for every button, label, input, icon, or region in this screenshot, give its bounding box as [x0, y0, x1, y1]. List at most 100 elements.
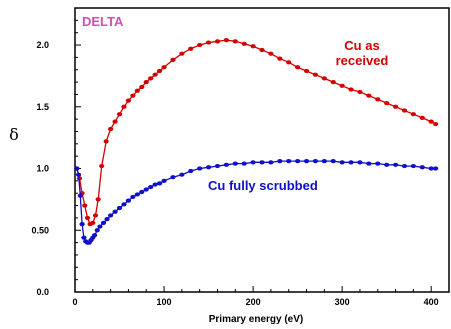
- series-1-point: [108, 213, 114, 218]
- series-1-point: [130, 194, 136, 200]
- series-0-point: [205, 40, 212, 45]
- series-1-point: [161, 178, 167, 183]
- series-1-point: [143, 187, 149, 192]
- y-tick-label: 0.50: [31, 225, 49, 235]
- series-1-point: [384, 162, 390, 167]
- series-0-point: [241, 41, 247, 46]
- series-0-point: [197, 42, 203, 48]
- series-1-point: [81, 235, 87, 240]
- series-0-point: [179, 51, 185, 56]
- series-0-point: [84, 215, 91, 221]
- series-0-point: [232, 39, 238, 44]
- series-0-point: [108, 126, 114, 132]
- series-0-point: [348, 87, 354, 92]
- series-0-point: [428, 119, 434, 124]
- series-1-point: [295, 159, 301, 164]
- series-1-point: [366, 161, 372, 166]
- series-0-point: [223, 38, 229, 43]
- series-1-point: [112, 209, 118, 214]
- series-0-point: [82, 203, 88, 208]
- series-0-point: [170, 57, 176, 62]
- series-1-point: [348, 160, 354, 165]
- series-1-point: [277, 159, 283, 164]
- series-0-point: [92, 213, 99, 218]
- plot-frame: [74, 7, 450, 293]
- series-1-point: [330, 159, 336, 164]
- x-tick-label: 400: [424, 297, 439, 307]
- blue-series-label: Cu fully scrubbed: [208, 178, 318, 193]
- series-0-point: [99, 163, 105, 169]
- series-1-point: [232, 161, 238, 166]
- series-1-point: [100, 220, 107, 225]
- series-1-point: [241, 161, 247, 166]
- series-0-point: [295, 65, 301, 70]
- series-1-point: [75, 172, 82, 177]
- series-0-point: [116, 112, 123, 117]
- series-1-point: [321, 159, 327, 164]
- series-1-point: [188, 168, 194, 174]
- series-1-point: [392, 162, 399, 167]
- x-tick-label: 0: [72, 297, 77, 307]
- series-1-point: [259, 160, 265, 165]
- series-0-point: [401, 108, 408, 113]
- series-1-point: [104, 217, 110, 222]
- series-1-point: [312, 159, 319, 164]
- series-1-point: [152, 182, 158, 187]
- red-series-label-line1: Cu as: [344, 38, 379, 53]
- series-0-point: [268, 51, 274, 56]
- series-1-point: [401, 163, 408, 169]
- series-1-point: [286, 159, 292, 164]
- series-0-point: [277, 56, 283, 61]
- axis-ticks: 0 100 200 300 400 0.0 0.50 1.0 1.5 2.0: [31, 7, 450, 307]
- series-0-point: [134, 88, 140, 93]
- series-1-point: [303, 159, 310, 164]
- series-0-point: [148, 76, 154, 81]
- series-1-point: [121, 202, 127, 207]
- x-tick-label: 100: [157, 297, 172, 307]
- series-1-point: [250, 160, 256, 165]
- series-1-point: [179, 172, 185, 177]
- series-0-point: [143, 79, 149, 85]
- series-0-point: [103, 139, 109, 144]
- series-0-point: [357, 89, 363, 95]
- series-1-point: [77, 193, 83, 198]
- series-1-point: [91, 233, 98, 238]
- series-0-point: [321, 76, 327, 81]
- red-series-label-line2: received: [336, 53, 389, 68]
- series-layer: [74, 38, 439, 245]
- series-0-point: [121, 104, 127, 109]
- series-0-point: [214, 39, 221, 44]
- series-1-point: [197, 166, 203, 171]
- series-1-point: [134, 192, 140, 197]
- series-0-point: [95, 197, 101, 202]
- series-1-point: [74, 166, 80, 171]
- series-1-point: [79, 221, 85, 227]
- series-0-point: [433, 121, 439, 127]
- series-0-point: [112, 119, 118, 124]
- series-0-point: [330, 79, 336, 85]
- x-tick-label: 300: [335, 297, 350, 307]
- series-1-point: [339, 160, 345, 165]
- series-0-point: [419, 115, 425, 120]
- series-0-point: [130, 93, 136, 98]
- series-0-point: [161, 65, 167, 70]
- series-0-point: [410, 112, 416, 117]
- series-1-point: [97, 224, 103, 229]
- series-1-point: [428, 166, 434, 171]
- series-1-point: [156, 181, 163, 186]
- series-1-point: [223, 162, 229, 167]
- series-1-point: [205, 165, 212, 170]
- series-1-point: [214, 163, 221, 169]
- series-0-point: [156, 68, 163, 74]
- x-axis-title: Primary energy (eV): [209, 314, 304, 325]
- series-0-point: [125, 98, 132, 103]
- series-1-point: [116, 205, 123, 211]
- series-1-line: [76, 160, 436, 244]
- series-0-point: [90, 220, 96, 225]
- series-0-point: [384, 100, 390, 106]
- series-0-point: [286, 60, 292, 65]
- series-1-point: [170, 175, 176, 180]
- series-0-point: [152, 72, 158, 77]
- series-1-point: [419, 165, 425, 170]
